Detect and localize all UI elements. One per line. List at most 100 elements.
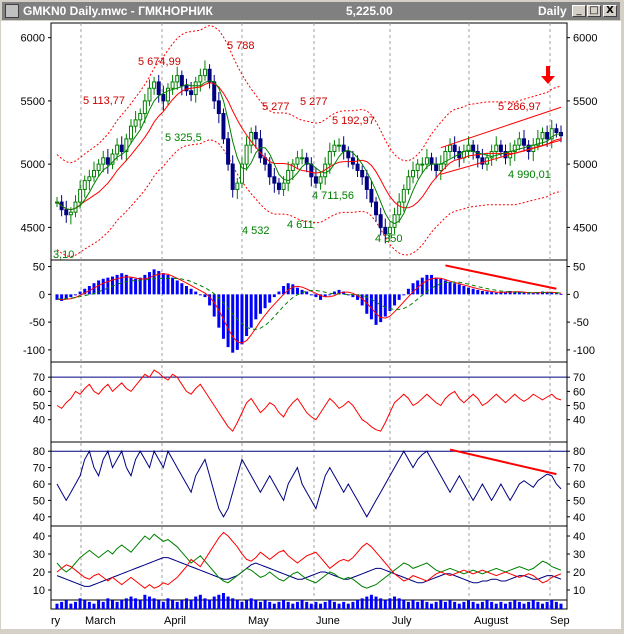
window-title: GMKN0 Daily.mwc - ГМКНОРНИК <box>23 4 213 18</box>
candle-body <box>309 163 314 178</box>
candle-body <box>360 169 365 178</box>
macd-histogram-bar <box>388 294 392 311</box>
price-annotation-label: 5 277 <box>262 101 290 113</box>
volume-bar <box>60 601 64 609</box>
macd-histogram-bar <box>462 286 466 295</box>
candle-body <box>101 157 106 165</box>
volume-bar <box>453 601 457 609</box>
volume-bar <box>490 601 494 609</box>
x-axis-month-label: August <box>474 615 508 627</box>
volume-bar <box>291 603 295 609</box>
macd-signal-line <box>56 277 562 330</box>
stochastic-y-tick-left: 60 <box>33 479 45 491</box>
volume-bar <box>559 603 563 609</box>
volume-bar <box>397 598 401 609</box>
candle-body <box>480 157 485 165</box>
volume-bar <box>522 603 526 609</box>
macd-histogram-bar <box>166 274 170 295</box>
candle-body <box>337 144 342 147</box>
macd-histogram-bar <box>554 293 558 295</box>
candle-body <box>374 201 379 216</box>
macd-histogram-bar <box>351 294 355 298</box>
candle-body <box>526 144 531 152</box>
candle-body <box>392 214 397 228</box>
candle-body <box>82 180 87 190</box>
price-y-tick-left: 6000 <box>21 33 45 45</box>
stochastic-y-tick-left: 50 <box>33 495 45 507</box>
price-annotation-label: 3,10 <box>53 249 74 261</box>
macd-histogram-bar <box>171 277 175 295</box>
price-annotation-label: 5 192,97 <box>332 115 375 127</box>
volume-bar <box>263 600 267 609</box>
volume-bar <box>124 598 128 609</box>
lower-envelope-line <box>56 139 562 258</box>
macd-histogram-bar <box>309 294 313 296</box>
dmi-y-tick-right: 10 <box>573 585 585 597</box>
x-axis-month-label: April <box>164 615 186 627</box>
candle-body <box>133 119 138 127</box>
price-y-tick-right: 4500 <box>573 222 597 234</box>
price-annotation-label: 4 990,01 <box>508 169 551 181</box>
volume-bar <box>379 598 383 609</box>
dmi-y-tick-right: 20 <box>573 567 585 579</box>
macd-histogram-bar <box>480 291 484 295</box>
volume-bar <box>351 601 355 609</box>
volume-bar <box>485 600 489 609</box>
minimize-button[interactable]: _ <box>572 5 586 17</box>
volume-bar <box>120 600 124 609</box>
volume-bar <box>194 596 198 609</box>
volume-bar <box>129 596 133 609</box>
price-y-tick-right: 5500 <box>573 96 597 108</box>
candle-body <box>327 150 332 165</box>
volume-bar <box>217 594 221 609</box>
volume-bar <box>87 601 91 609</box>
volume-bar <box>64 600 68 609</box>
close-button[interactable]: X <box>603 5 617 17</box>
macd-histogram-bar <box>453 283 457 295</box>
candle-body <box>68 211 73 216</box>
candle-body <box>420 163 425 166</box>
volume-bar <box>97 600 101 609</box>
macd-y-tick-right: -50 <box>573 317 589 329</box>
candle-body <box>300 157 305 160</box>
macd-histogram-bar <box>342 291 346 295</box>
macd-histogram-bar <box>513 291 517 295</box>
macd-y-tick-right: -100 <box>573 345 595 357</box>
macd-histogram-bar <box>319 294 323 300</box>
chart-area[interactable]: 6000 6000 5500 5500 5000 5000 4500 4500 5 674,99… <box>1 21 621 629</box>
volume-bar <box>393 596 397 609</box>
stochastic-divergence-line <box>449 448 557 476</box>
price-y-tick-left: 4500 <box>21 222 45 234</box>
oscillator-y-tick-left: 50 <box>33 401 45 413</box>
candle-body <box>295 157 300 165</box>
candle-body <box>318 176 323 184</box>
candle-body <box>230 163 235 190</box>
dmi-y-tick-left: 10 <box>33 585 45 597</box>
macd-histogram-bar <box>393 294 397 306</box>
volume-bar <box>147 596 151 609</box>
lower-trend-line <box>440 139 562 175</box>
macd-histogram-bar <box>291 284 295 295</box>
maximize-button[interactable]: □ <box>587 5 601 17</box>
volume-bar <box>480 601 484 609</box>
candle-body <box>272 176 277 184</box>
title-bar[interactable]: GMKN0 Daily.mwc - ГМКНОРНИК 5,225.00 Dai… <box>2 2 620 20</box>
oscillator-y-tick-right: 40 <box>573 415 585 427</box>
volume-bar <box>171 600 175 609</box>
macd-histogram-bar <box>332 291 336 295</box>
di-plus-line <box>56 533 562 589</box>
macd-histogram-bar <box>189 288 193 295</box>
candle-body <box>512 144 517 152</box>
macd-histogram-bar <box>203 294 207 298</box>
macd-histogram-bar <box>212 294 216 317</box>
volume-bar <box>152 598 156 609</box>
plot-frame <box>50 22 568 610</box>
candle-body <box>517 138 522 146</box>
candle-body <box>540 132 545 140</box>
macd-histogram-bar <box>64 294 68 299</box>
candle-body <box>448 144 453 152</box>
price-annotation-label: 5 277 <box>300 96 328 108</box>
macd-histogram-bar <box>106 277 110 295</box>
candle-body <box>471 144 476 152</box>
